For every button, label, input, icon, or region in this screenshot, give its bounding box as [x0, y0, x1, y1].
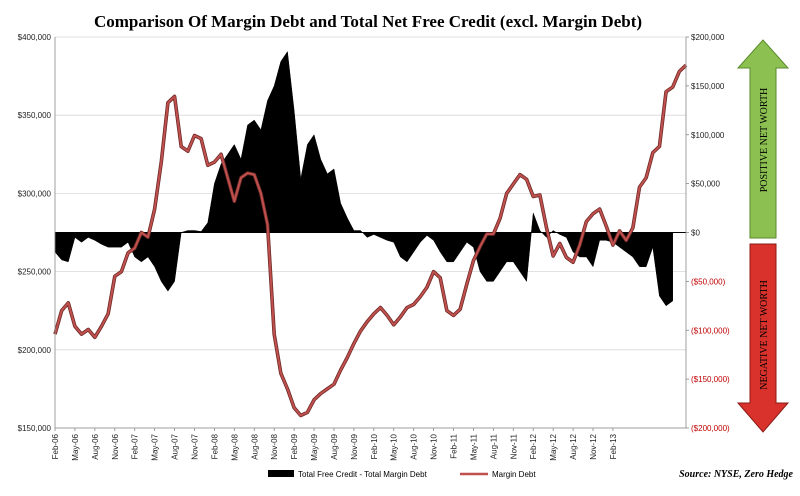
x-tick-label: Aug-09: [330, 433, 339, 459]
x-tick-label: May-10: [390, 433, 399, 460]
x-tick-label: Aug-12: [569, 433, 578, 459]
right-tick-label: ($50,000): [691, 277, 726, 286]
x-tick-label: Nov-12: [589, 433, 598, 459]
right-tick-label: $200,000: [691, 33, 725, 42]
free-credit-area-path: [54, 50, 673, 307]
x-axis-ticks: Feb-06 May-06 Aug-06 Nov-06 Feb-07 May-07 Aug-…: [51, 428, 618, 461]
right-tick-label: $50,000: [691, 180, 720, 189]
x-tick-label: May-09: [310, 433, 319, 460]
x-tick-label: Aug-08: [250, 433, 259, 459]
x-tick-label: May-12: [549, 433, 558, 460]
right-axis-ticks: ($200,000) ($150,000) ($100,000) ($50,000) $…: [686, 33, 730, 433]
x-tick-label: Feb-09: [290, 433, 299, 459]
right-tick-label: ($100,000): [691, 326, 730, 335]
legend-line-label: Margin Debt: [492, 470, 536, 479]
left-axis-ticks: $150,000 $200,000 $250,000 $300,000 $350,000…: [18, 33, 52, 433]
x-tick-label: May-07: [151, 433, 160, 460]
x-tick-label: May-08: [230, 433, 239, 460]
positive-net-worth-arrow: POSITIVE NET WORTH: [736, 39, 790, 239]
right-tick-label: $150,000: [691, 82, 725, 91]
margin-debt-line-path: [54, 64, 687, 417]
x-tick-label: Nov-09: [350, 433, 359, 459]
free-credit-area: [54, 50, 673, 307]
x-tick-label: Nov-07: [190, 433, 199, 459]
right-tick-label: $0: [691, 229, 700, 238]
x-tick-label: Feb-08: [210, 433, 219, 459]
x-tick-label: Aug-06: [91, 433, 100, 459]
x-tick-label: Feb-13: [609, 433, 618, 459]
x-tick-label: Aug-07: [171, 433, 180, 459]
right-tick-label: $100,000: [691, 131, 725, 140]
x-tick-label: Nov-10: [430, 433, 439, 459]
legend-area-swatch: [268, 470, 294, 477]
margin-debt-line: [53, 63, 688, 418]
x-tick-label: Feb-11: [450, 433, 459, 458]
x-tick-label: Feb-07: [131, 433, 140, 459]
x-tick-label: Aug-10: [410, 433, 419, 459]
legend: Total Free Credit - Total Margin Debt Ma…: [268, 470, 536, 479]
positive-net-worth-label: POSITIVE NET WORTH: [759, 88, 770, 193]
left-tick-label: $250,000: [18, 268, 52, 277]
right-tick-label: ($200,000): [691, 424, 730, 433]
legend-area-label: Total Free Credit - Total Margin Debt: [298, 470, 428, 479]
down-arrow-icon: [736, 243, 790, 433]
x-tick-label: Feb-06: [51, 433, 60, 459]
negative-net-worth-label: NEGATIVE NET WORTH: [759, 280, 770, 390]
x-tick-label: May-11: [469, 433, 478, 460]
right-tick-label: ($150,000): [691, 375, 730, 384]
left-tick-label: $200,000: [18, 346, 52, 355]
x-tick-label: Nov-08: [270, 433, 279, 459]
left-tick-label: $350,000: [18, 111, 52, 120]
x-tick-label: May-06: [71, 433, 80, 460]
x-tick-label: Feb-12: [529, 433, 538, 459]
x-tick-label: Aug-11: [489, 433, 498, 459]
x-tick-label: Nov-06: [111, 433, 120, 459]
chart-title: Comparison Of Margin Debt and Total Net …: [94, 12, 642, 31]
negative-net-worth-arrow: NEGATIVE NET WORTH: [736, 243, 790, 433]
left-tick-label: $400,000: [18, 33, 52, 42]
left-tick-label: $300,000: [18, 189, 52, 198]
up-arrow-icon: [736, 39, 790, 239]
left-tick-label: $150,000: [18, 424, 52, 433]
x-tick-label: Nov-11: [509, 433, 518, 459]
x-tick-label: Feb-10: [370, 433, 379, 459]
source-note: Source: NYSE, Zero Hedge: [679, 469, 793, 480]
